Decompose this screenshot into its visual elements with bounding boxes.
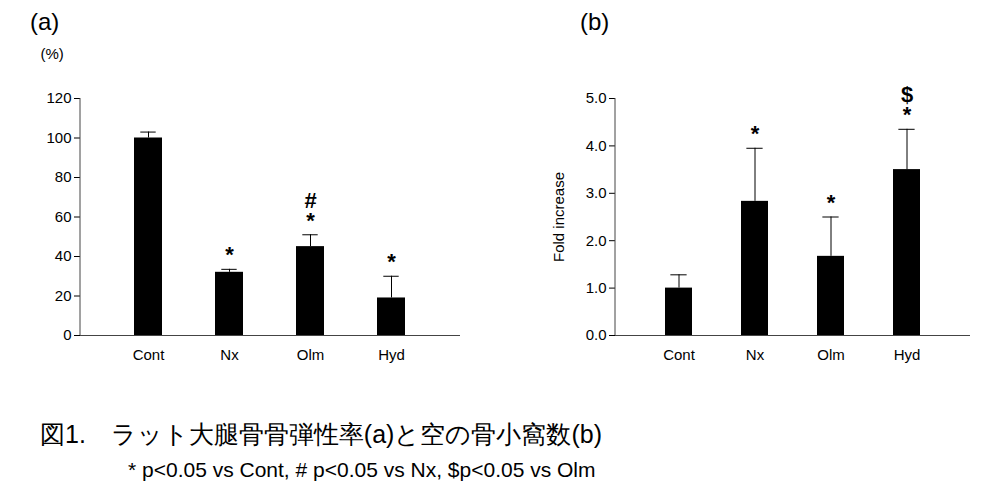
svg-text:0.0: 0.0 — [586, 326, 607, 343]
svg-text:1.0: 1.0 — [586, 279, 607, 296]
svg-text:Nx: Nx — [746, 346, 765, 363]
svg-text:80: 80 — [55, 168, 72, 185]
svg-text:3.0: 3.0 — [586, 184, 607, 201]
svg-text:*: * — [387, 249, 396, 274]
svg-text:5.0: 5.0 — [586, 89, 607, 106]
svg-text:4.0: 4.0 — [586, 137, 607, 154]
svg-text:#: # — [304, 188, 316, 213]
svg-text:60: 60 — [55, 208, 72, 225]
svg-text:Olm: Olm — [817, 346, 845, 363]
svg-text:100: 100 — [46, 129, 71, 146]
svg-text:Hyd: Hyd — [894, 346, 921, 363]
html-text:図1. ラット大腿骨骨弾性率(a)と空の骨小窩数(b): 図1. ラット大腿骨骨弾性率(a)と空の骨小窩数(b) — [40, 420, 602, 448]
svg-text:Cont: Cont — [663, 346, 696, 363]
html-text:(b): (b) — [580, 8, 610, 35]
svg-text:40: 40 — [55, 247, 72, 264]
svg-text:$: $ — [901, 82, 913, 107]
html-text:* p<0.05 vs Cont, # p<0.05 vs: * p<0.05 vs Cont, # p<0.05 vs Nx, $p<0.0… — [128, 458, 596, 481]
html-text:(a): (a) — [30, 8, 60, 35]
svg-text:Cont: Cont — [133, 346, 166, 363]
svg-text:*: * — [225, 242, 234, 267]
svg-text:Olm: Olm — [297, 346, 325, 363]
svg-text:*: * — [827, 190, 836, 215]
svg-text:0: 0 — [63, 326, 71, 343]
svg-text:Fold increase: Fold increase — [550, 172, 567, 262]
svg-text:20: 20 — [55, 287, 72, 304]
svg-text:*: * — [751, 121, 760, 146]
svg-text:Nx: Nx — [220, 346, 239, 363]
svg-text:2.0: 2.0 — [586, 232, 607, 249]
svg-text:Hyd: Hyd — [378, 346, 405, 363]
svg-text:(%): (%) — [41, 45, 64, 62]
svg-text:120: 120 — [46, 89, 71, 106]
